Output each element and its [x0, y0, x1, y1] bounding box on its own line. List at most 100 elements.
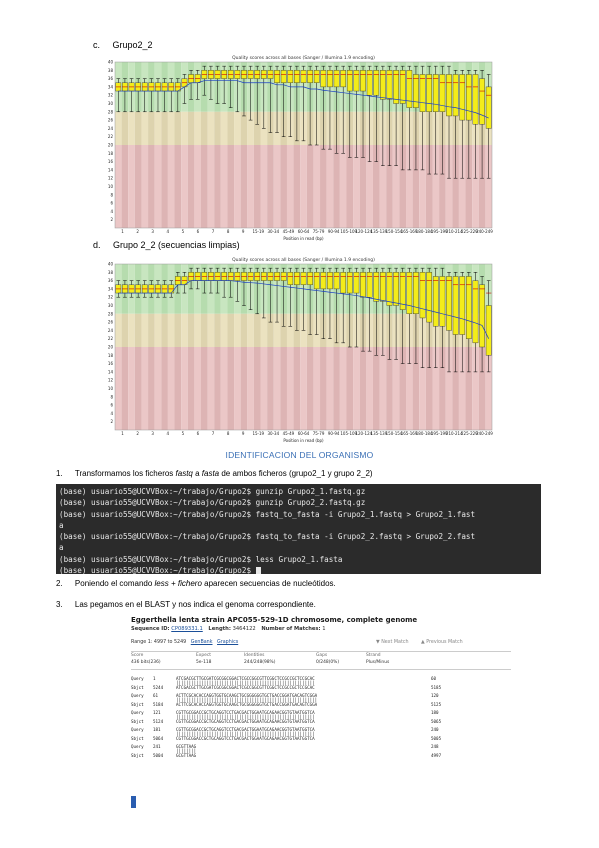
blast-title[interactable]: Eggerthella lenta strain APC055-529-1D c… — [131, 616, 418, 624]
prev-match-link[interactable]: ▲ Previous Match — [421, 640, 463, 645]
section-d-title: Grupo 2_2 (secuencias limpias) — [113, 240, 240, 250]
box — [333, 70, 340, 88]
quality-band — [194, 347, 201, 430]
y-tick-label: 16 — [108, 159, 114, 164]
quality-band — [148, 347, 155, 430]
x-tick-label: 8 — [227, 229, 230, 234]
x-tick-label: 2 — [136, 229, 139, 234]
blast-seq-id[interactable]: CP089331.1 — [171, 626, 203, 632]
quality-band — [240, 347, 248, 430]
x-tick-label: 2 — [136, 431, 139, 436]
alignment-block: Query 61 ACTTCGCACACCAGGTGGTGCAAGCTGCGGGGG… — [131, 693, 511, 707]
terminal-cursor — [255, 566, 261, 574]
x-tick-label: 165-169 — [401, 229, 418, 234]
x-tick-label: 7 — [212, 229, 215, 234]
step-3-text-a: Las pegamos en el BLAST y nos indica el … — [74, 600, 316, 609]
x-tick-label: 90-94 — [328, 229, 340, 234]
x-tick-label: 105-109 — [340, 229, 357, 234]
subject-line: Sbjct 5124 CGTTGCGGACCGCTGCAGGTCCTGACGACTG… — [131, 719, 442, 724]
stat-expect-header: Expect — [196, 653, 211, 658]
terminal-window: (base) usuario55@UCVVBox:~/trabajo/Grupo… — [56, 484, 541, 574]
genbank-link[interactable]: GenBank — [190, 640, 213, 645]
quality-band — [293, 145, 301, 228]
section-c-title: Grupo2_2 — [112, 40, 153, 50]
quality-band — [412, 347, 420, 430]
quality-band — [161, 347, 168, 430]
box — [439, 74, 446, 112]
quality-band — [207, 313, 215, 347]
quality-band — [134, 111, 142, 145]
quality-chart-clean: Quality scores across all bases (Sanger … — [103, 256, 495, 444]
step-1-num: 1. — [56, 469, 63, 478]
quality-band — [200, 111, 208, 145]
blast-matches: 1 — [322, 626, 326, 632]
quality-band — [167, 313, 175, 347]
quality-band — [227, 313, 235, 347]
y-tick-label: 8 — [110, 394, 113, 399]
subject-line: Sbjct 5064 CGTTGCGGACCGCTGCAGGTCCTGACGACTG… — [131, 736, 442, 741]
quality-band — [207, 111, 215, 145]
quality-band — [121, 111, 129, 145]
quality-band — [359, 145, 367, 228]
quality-band — [372, 145, 380, 228]
box — [340, 272, 347, 294]
box — [373, 272, 380, 302]
quality-band — [148, 313, 155, 347]
x-tick-label: 60-64 — [298, 431, 310, 436]
quality-band — [115, 347, 122, 430]
y-tick-label: 34 — [108, 84, 114, 89]
x-axis-label: Position in read (bp) — [283, 438, 324, 443]
quality-band — [366, 347, 373, 430]
quality-band — [247, 347, 254, 430]
stat-strand-value: Plus/Minus — [366, 660, 390, 665]
quality-band — [472, 145, 479, 228]
quality-band — [247, 313, 254, 347]
quality-band — [253, 111, 261, 145]
x-tick-label: 75-79 — [313, 431, 325, 436]
x-tick-label: 15-19 — [252, 431, 264, 436]
quality-band — [326, 145, 334, 228]
quality-band — [286, 347, 294, 430]
terminal-line: (base) usuario55@UCVVBox:~/trabajo/Grupo… — [59, 498, 366, 508]
query-line: Query 1 ATCGACGCTTGCGATCGCGGCGGACTCGCCGGCG… — [131, 676, 437, 681]
section-c-heading: c. Grupo2_2 — [93, 40, 153, 50]
box — [386, 272, 393, 306]
blast-alignment: Query 1 ATCGACGCTTGCGATCGCGGCGGACTCGCCGGCG… — [131, 676, 511, 758]
quality-band — [167, 145, 175, 228]
y-tick-label: 8 — [110, 192, 113, 197]
y-tick-label: 26 — [108, 320, 114, 325]
box — [307, 70, 313, 83]
x-tick-label: 120-124 — [355, 229, 372, 234]
box — [346, 70, 353, 92]
quality-band — [386, 347, 393, 430]
quality-band — [141, 347, 149, 430]
box — [287, 272, 294, 285]
query-line: Query 241 GCGTTAAG 248 — [131, 744, 439, 749]
quality-band — [379, 145, 387, 228]
quality-band — [220, 313, 228, 347]
alignment-block: Query 121 CGTTGCGGACCGCTGCAGGTCCTGACGACTGG… — [131, 710, 511, 724]
box — [360, 70, 366, 92]
quality-band — [227, 111, 235, 145]
box — [353, 70, 360, 92]
x-tick-label: 165-169 — [401, 431, 418, 436]
quality-band — [452, 145, 459, 228]
y-tick-label: 40 — [108, 60, 114, 65]
quality-band — [280, 347, 287, 430]
graphics-link[interactable]: Graphics — [217, 640, 239, 645]
quality-band — [207, 347, 215, 430]
box — [439, 276, 446, 327]
step-2-num: 2. — [56, 579, 63, 588]
quality-band — [392, 347, 400, 430]
quality-band — [174, 347, 182, 430]
quality-band — [181, 111, 188, 145]
next-match-link[interactable]: ▼ Next Match — [376, 640, 409, 645]
quality-band — [194, 145, 201, 228]
terminal-line: (base) usuario55@UCVVBox:~/trabajo/Grupo… — [59, 487, 366, 496]
scroll-marker — [131, 796, 136, 808]
quality-band — [187, 145, 195, 228]
section-c-label: c. — [93, 40, 101, 50]
blast-matches-label: Number of Matches: — [261, 626, 321, 632]
quality-band — [253, 347, 261, 430]
step-2-text-a: Poniendo el comando — [74, 579, 155, 588]
